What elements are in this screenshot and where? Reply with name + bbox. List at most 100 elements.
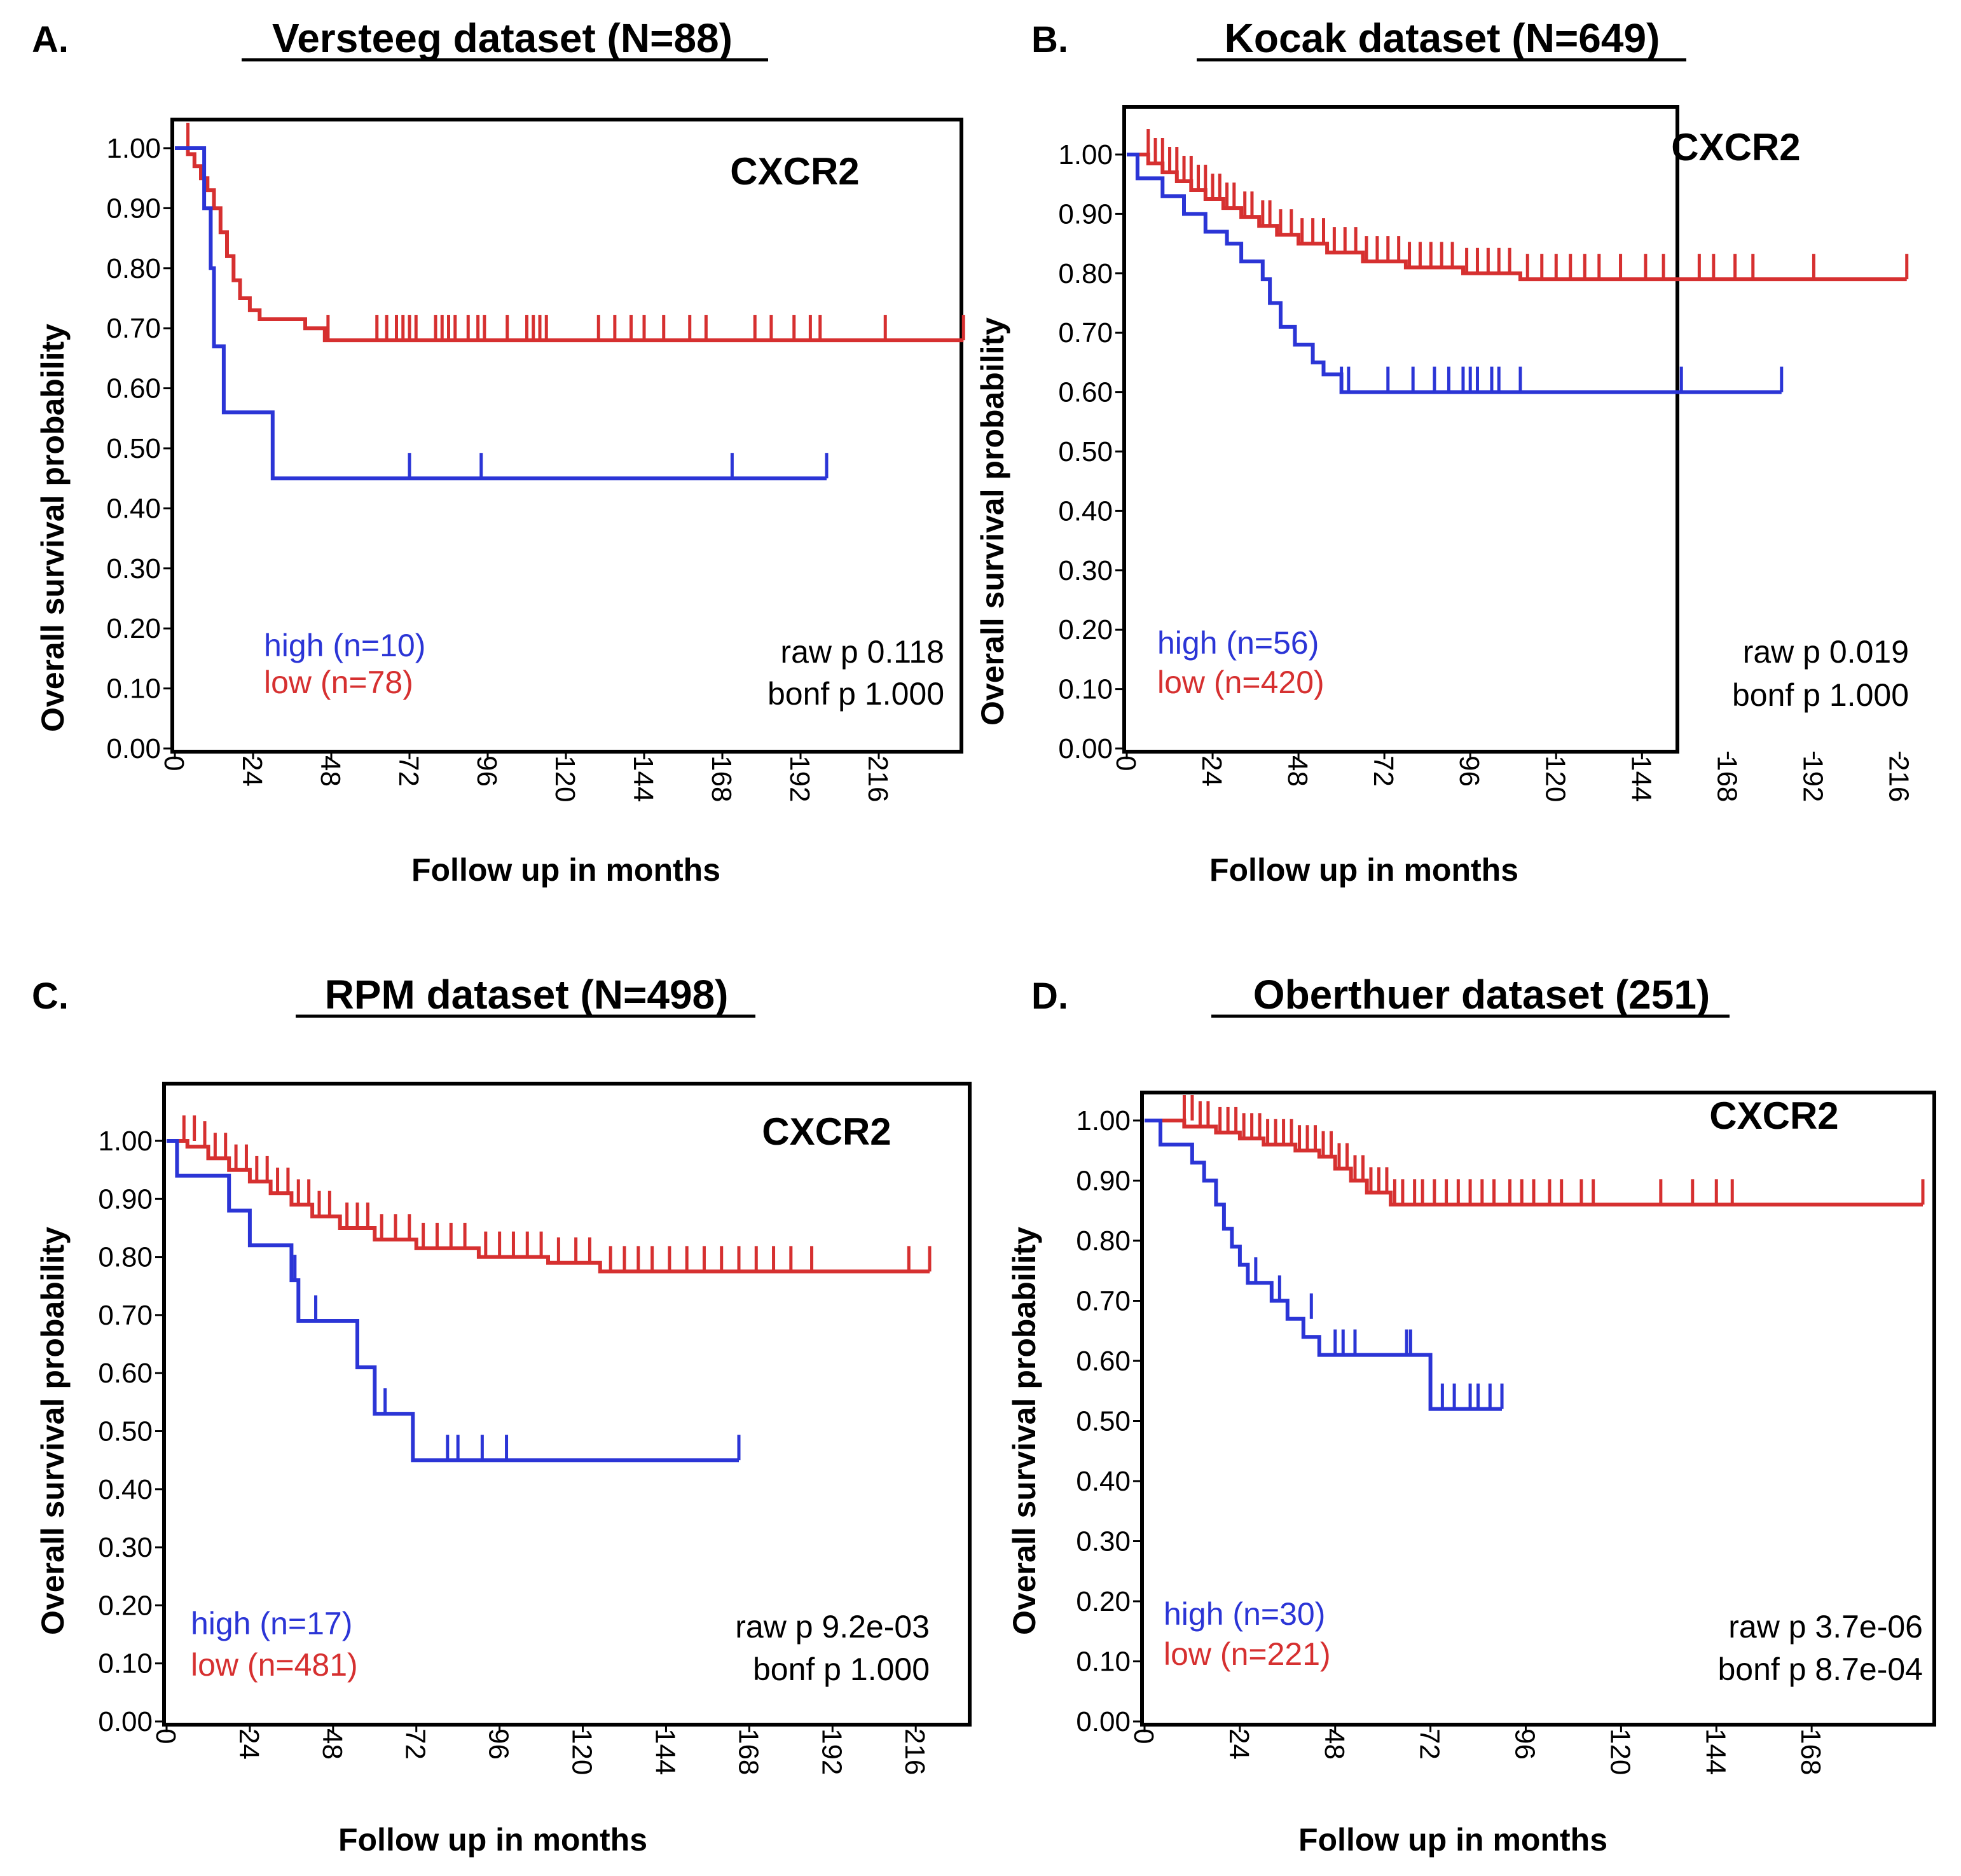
x-tick-label: 192 bbox=[784, 755, 815, 802]
y-tick-label: 0.30 bbox=[106, 553, 161, 584]
y-tick-label: 1.00 bbox=[1058, 139, 1113, 170]
x-tick-label: 144 bbox=[649, 1728, 680, 1775]
panel-title: Versteeg dataset (N=88) bbox=[272, 15, 733, 61]
x-tick-label: 96 bbox=[1454, 755, 1485, 787]
panel-title: Oberthuer dataset (251) bbox=[1253, 972, 1710, 1017]
x-tick-label: 192 bbox=[1797, 755, 1828, 802]
gene-annotation: CXCR2 bbox=[1671, 126, 1800, 169]
y-tick-label: 0.00 bbox=[1058, 733, 1113, 764]
chart-panel-c: C. RPM dataset (N=498) 0.00 0.10 0.20 0.30 0.4… bbox=[32, 972, 972, 1858]
x-tick-label: 216 bbox=[862, 755, 893, 802]
y-tick-label: 0.00 bbox=[98, 1706, 153, 1737]
km-curve-high bbox=[175, 146, 827, 481]
x-tick-label: 216 bbox=[1883, 755, 1914, 802]
legend-low: low (n=221) bbox=[1164, 1636, 1331, 1672]
x-tick-label: 0 bbox=[1110, 755, 1141, 771]
x-tick-label: 96 bbox=[483, 1728, 514, 1760]
y-tick-label: 0.90 bbox=[1076, 1166, 1131, 1197]
y-tick-label: 1.00 bbox=[1076, 1105, 1131, 1136]
y-tick-label: 0.30 bbox=[98, 1532, 153, 1563]
x-tick-label: 168 bbox=[706, 755, 737, 802]
y-axis-title: Overall survival probability bbox=[35, 324, 71, 732]
km-curve-low bbox=[1127, 153, 1907, 282]
chart-panel-a: A. Versteeg dataset (N=88) 0.00 0.10 0.20 0.3… bbox=[32, 15, 965, 888]
y-tick-label: 0.90 bbox=[1058, 198, 1113, 230]
plot-frame bbox=[1140, 1091, 1936, 1727]
km-curve-low bbox=[1145, 1119, 1923, 1207]
y-tick-label: 0.20 bbox=[1058, 614, 1113, 645]
km-curve-low bbox=[175, 146, 964, 343]
x-tick-label: 168 bbox=[733, 1728, 764, 1775]
gene-annotation: CXCR2 bbox=[1709, 1094, 1838, 1137]
legend-high: high (n=17) bbox=[191, 1606, 352, 1641]
panel-label: C. bbox=[32, 976, 69, 1017]
legend-high: high (n=30) bbox=[1164, 1596, 1325, 1632]
y-tick-label: 0.10 bbox=[98, 1648, 153, 1679]
y-tick-label: 0.20 bbox=[98, 1590, 153, 1621]
y-tick-label: 0.60 bbox=[106, 373, 161, 404]
x-axis-title: Follow up in months bbox=[411, 852, 720, 888]
x-tick-label: 216 bbox=[899, 1728, 930, 1775]
km-curve-high bbox=[1127, 153, 1782, 394]
y-tick-label: 0.40 bbox=[98, 1474, 153, 1505]
bonf-p-value: bonf p 8.7e-04 bbox=[1718, 1652, 1923, 1687]
panel-label: B. bbox=[1031, 19, 1068, 60]
panel-label: A. bbox=[32, 19, 69, 60]
y-tick-label: 0.60 bbox=[98, 1358, 153, 1389]
x-tick-label: 48 bbox=[317, 1728, 348, 1760]
chart-panel-d: D. Oberthuer dataset (251) 0.00 0.10 0.20 0.3… bbox=[1007, 972, 1936, 1858]
x-tick-label: 144 bbox=[628, 755, 659, 802]
y-tick-label: 0.20 bbox=[1076, 1586, 1131, 1617]
km-curve-low bbox=[167, 1139, 930, 1274]
y-tick-label: 0.30 bbox=[1076, 1526, 1131, 1557]
legend-low: low (n=420) bbox=[1157, 665, 1325, 700]
raw-p-value: raw p 3.7e-06 bbox=[1728, 1609, 1923, 1645]
x-tick-label: 48 bbox=[1282, 755, 1313, 787]
x-tick-label: 168 bbox=[1795, 1728, 1826, 1775]
raw-p-value: raw p 0.118 bbox=[780, 634, 944, 670]
x-tick-label: 0 bbox=[158, 755, 189, 771]
x-tick-label: 120 bbox=[567, 1728, 598, 1775]
x-tick-label: 96 bbox=[1510, 1728, 1541, 1760]
y-tick-label: 0.00 bbox=[1076, 1706, 1131, 1737]
x-tick-label: 48 bbox=[315, 755, 346, 787]
x-axis-title: Follow up in months bbox=[1209, 852, 1518, 888]
x-tick-label: 72 bbox=[400, 1728, 431, 1760]
chart-panel-b: B. Kocak dataset (N=649) 0.00 0.10 0.20 0.30 0… bbox=[975, 15, 1914, 888]
y-tick-label: 0.70 bbox=[106, 313, 161, 344]
y-tick-label: 0.30 bbox=[1058, 555, 1113, 586]
y-axis-title: Overall survival probability bbox=[975, 317, 1010, 726]
gene-annotation: CXCR2 bbox=[762, 1110, 891, 1153]
x-tick-label: 0 bbox=[1128, 1728, 1159, 1744]
raw-p-value: raw p 0.019 bbox=[1743, 634, 1909, 670]
x-tick-label: 24 bbox=[237, 755, 268, 787]
y-tick-label: 0.50 bbox=[1076, 1406, 1131, 1437]
panel-title: Kocak dataset (N=649) bbox=[1225, 15, 1660, 61]
panel-label: D. bbox=[1031, 976, 1068, 1017]
y-tick-label: 0.40 bbox=[1076, 1466, 1131, 1497]
y-tick-label: 1.00 bbox=[98, 1126, 153, 1157]
km-curve-high bbox=[1145, 1119, 1502, 1411]
x-tick-label: 0 bbox=[150, 1728, 181, 1744]
y-tick-label: 0.70 bbox=[1058, 317, 1113, 348]
plot-frame bbox=[162, 1082, 972, 1727]
y-tick-label: 0.70 bbox=[98, 1300, 153, 1331]
y-tick-label: 0.60 bbox=[1058, 377, 1113, 408]
gene-annotation: CXCR2 bbox=[730, 150, 859, 193]
x-tick-label: 96 bbox=[471, 755, 502, 787]
y-tick-label: 0.10 bbox=[1058, 674, 1113, 705]
y-tick-label: 0.80 bbox=[1076, 1225, 1131, 1257]
y-tick-label: 0.50 bbox=[98, 1416, 153, 1447]
x-tick-label: 72 bbox=[393, 755, 424, 787]
y-axis-title: Overall survival probability bbox=[35, 1227, 71, 1635]
legend-low: low (n=481) bbox=[191, 1647, 358, 1683]
y-tick-label: 0.80 bbox=[106, 253, 161, 284]
x-tick-label: 120 bbox=[1604, 1728, 1635, 1775]
x-tick-label: 120 bbox=[1539, 755, 1571, 802]
bonf-p-value: bonf p 1.000 bbox=[753, 1652, 930, 1687]
y-tick-label: 0.50 bbox=[1058, 436, 1113, 467]
y-tick-label: 0.20 bbox=[106, 613, 161, 644]
y-tick-label: 0.40 bbox=[106, 493, 161, 524]
raw-p-value: raw p 9.2e-03 bbox=[735, 1609, 930, 1645]
